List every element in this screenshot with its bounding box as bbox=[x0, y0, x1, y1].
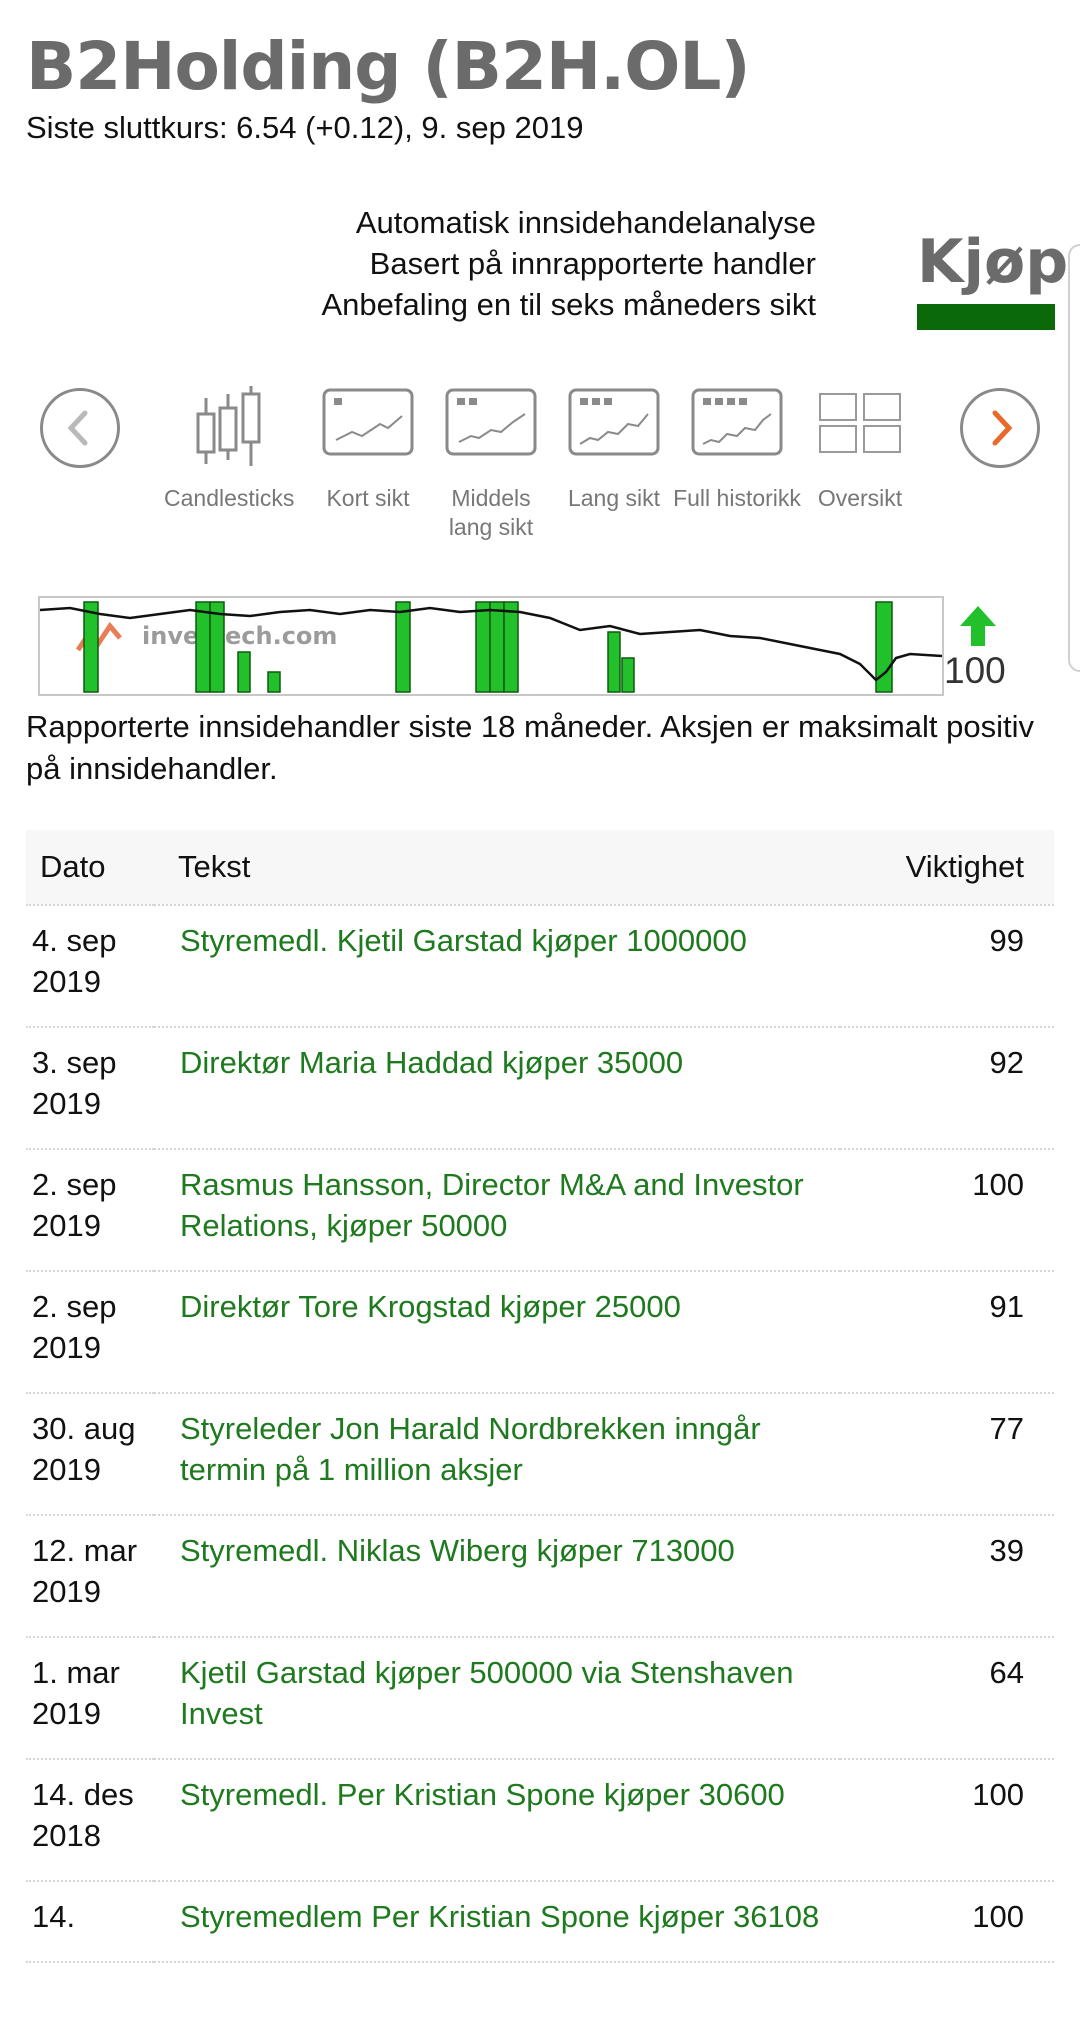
next-chart-button[interactable] bbox=[960, 388, 1040, 468]
page-title: B2Holding (B2H.OL) bbox=[26, 28, 751, 105]
view-long-term[interactable]: Lang sikt bbox=[550, 384, 678, 513]
recommendation-bar bbox=[917, 304, 1055, 330]
trade-importance: 100 bbox=[840, 1881, 1054, 1963]
trade-date: 4. sep 2019 bbox=[26, 905, 154, 1028]
trade-importance: 92 bbox=[840, 1027, 1054, 1150]
analysis-description: Automatisk innsidehandelanalyse Basert p… bbox=[321, 202, 816, 325]
recommendation-label: Kjøp bbox=[917, 227, 1069, 297]
trade-text-link[interactable]: Styremedl. Niklas Wiberg kjøper 713000 bbox=[154, 1515, 840, 1638]
green-up-arrow-icon bbox=[960, 606, 996, 646]
trade-importance: 99 bbox=[840, 905, 1054, 1028]
table-row[interactable]: 2. sep 2019 Rasmus Hansson, Director M&A… bbox=[26, 1149, 1054, 1272]
last-close-price: Siste sluttkurs: 6.54 (+0.12), 9. sep 20… bbox=[26, 110, 584, 145]
table-row[interactable]: 2. sep 2019 Direktør Tore Krogstad kjøpe… bbox=[26, 1271, 1054, 1394]
table-row[interactable]: 4. sep 2019 Styremedl. Kjetil Garstad kj… bbox=[26, 905, 1054, 1028]
trade-date: 1. mar 2019 bbox=[26, 1637, 154, 1760]
trade-text-link[interactable]: Styremedl. Per Kristian Spone kjøper 306… bbox=[154, 1759, 840, 1882]
trade-date: 30. aug 2019 bbox=[26, 1393, 154, 1516]
trade-date: 2. sep 2019 bbox=[26, 1149, 154, 1272]
trade-text-link[interactable]: Styreleder Jon Harald Nordbrekken inngår… bbox=[154, 1393, 840, 1516]
analysis-line-2: Basert på innrapporterte handler bbox=[369, 246, 816, 281]
prev-chart-button[interactable] bbox=[40, 388, 120, 468]
overview-grid-icon bbox=[819, 393, 901, 453]
trade-text-link[interactable]: Styremedl. Kjetil Garstad kjøper 1000000 bbox=[154, 905, 840, 1028]
view-label: Oversikt bbox=[817, 485, 903, 511]
candlesticks-icon bbox=[196, 386, 261, 466]
trade-text-link[interactable]: Kjetil Garstad kjøper 500000 via Stensha… bbox=[154, 1637, 840, 1760]
short-term-chart-icon bbox=[322, 388, 414, 456]
view-short-term[interactable]: Kort sikt bbox=[304, 384, 432, 513]
trade-importance: 64 bbox=[840, 1637, 1054, 1760]
table-row[interactable]: 14. Styremedlem Per Kristian Spone kjøpe… bbox=[26, 1881, 1054, 1963]
table-row[interactable]: 14. des 2018 Styremedl. Per Kristian Spo… bbox=[26, 1759, 1054, 1882]
insider-summary: Rapporterte innsidehandler siste 18 måne… bbox=[26, 709, 1035, 786]
column-header-text[interactable]: Tekst bbox=[154, 830, 840, 906]
insider-trades-chart-graphic: investech.com bbox=[39, 601, 943, 693]
table-header-row: Dato Tekst Viktighet bbox=[26, 830, 1054, 906]
long-term-chart-icon bbox=[568, 388, 660, 456]
trade-importance: 100 bbox=[840, 1759, 1054, 1882]
trade-date: 2. sep 2019 bbox=[26, 1271, 154, 1394]
table-row[interactable]: 12. mar 2019 Styremedl. Niklas Wiberg kj… bbox=[26, 1515, 1054, 1638]
chart-watermark: investech.com bbox=[142, 622, 337, 650]
view-medium-term[interactable]: Middels lang sikt bbox=[427, 384, 555, 542]
full-history-chart-icon bbox=[691, 388, 783, 456]
view-overview[interactable]: Oversikt bbox=[796, 384, 924, 513]
chevron-right-icon bbox=[992, 410, 1013, 446]
trade-date: 3. sep 2019 bbox=[26, 1027, 154, 1150]
view-label: Kort sikt bbox=[326, 485, 410, 511]
table-row[interactable]: 3. sep 2019 Direktør Maria Haddad kjøper… bbox=[26, 1027, 1054, 1150]
medium-term-chart-icon bbox=[445, 388, 537, 456]
view-label: Full historikk bbox=[673, 485, 801, 511]
analysis-line-1: Automatisk innsidehandelanalyse bbox=[355, 205, 816, 240]
analysis-line-3: Anbefaling en til seks måneders sikt bbox=[321, 287, 816, 322]
table-row[interactable]: 30. aug 2019 Styreleder Jon Harald Nordb… bbox=[26, 1393, 1054, 1516]
side-panel-handle[interactable] bbox=[1068, 244, 1080, 672]
view-full-history[interactable]: Full historikk bbox=[673, 384, 801, 513]
trade-importance: 100 bbox=[840, 1149, 1054, 1272]
trade-importance: 77 bbox=[840, 1393, 1054, 1516]
view-candlesticks[interactable]: Candlesticks bbox=[164, 384, 295, 513]
trade-importance: 39 bbox=[840, 1515, 1054, 1638]
trade-text-link[interactable]: Styremedlem Per Kristian Spone kjøper 36… bbox=[154, 1881, 840, 1963]
insider-score: 100 bbox=[944, 650, 1006, 691]
view-label: Lang sikt bbox=[567, 485, 661, 511]
column-header-date[interactable]: Dato bbox=[26, 830, 154, 906]
trade-text-link[interactable]: Rasmus Hansson, Director M&A and Investo… bbox=[154, 1149, 840, 1272]
insider-trades-chart[interactable]: investech.com bbox=[38, 596, 944, 696]
chevron-left-icon bbox=[67, 410, 88, 446]
view-label: Middels lang sikt bbox=[448, 485, 534, 540]
trade-date: 12. mar 2019 bbox=[26, 1515, 154, 1638]
trade-importance: 91 bbox=[840, 1271, 1054, 1394]
trade-text-link[interactable]: Direktør Tore Krogstad kjøper 25000 bbox=[154, 1271, 840, 1394]
column-header-importance[interactable]: Viktighet bbox=[840, 830, 1054, 906]
trade-text-link[interactable]: Direktør Maria Haddad kjøper 35000 bbox=[154, 1027, 840, 1150]
insider-trades-table: Dato Tekst Viktighet 4. sep 2019 Styreme… bbox=[26, 830, 1054, 1963]
trade-date: 14. des 2018 bbox=[26, 1759, 154, 1882]
table-row[interactable]: 1. mar 2019 Kjetil Garstad kjøper 500000… bbox=[26, 1637, 1054, 1760]
view-label: Candlesticks bbox=[164, 485, 295, 511]
trade-date: 14. bbox=[26, 1881, 154, 1963]
